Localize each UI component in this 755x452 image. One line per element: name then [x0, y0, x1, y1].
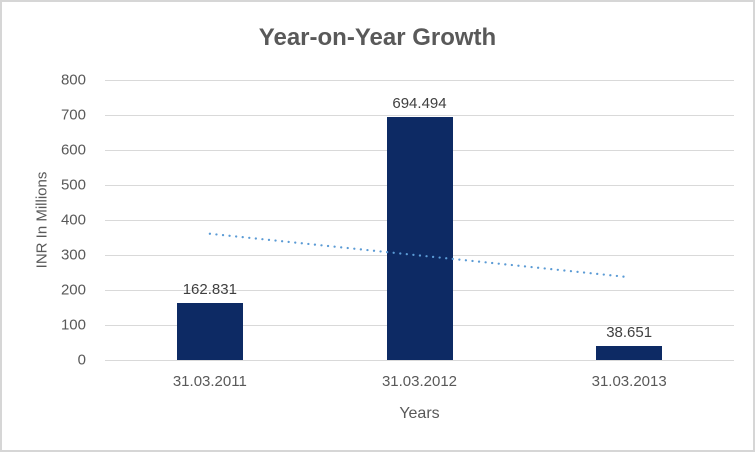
y-tick-label: 600 — [60, 141, 86, 159]
bar — [386, 116, 453, 360]
gridline — [105, 80, 734, 81]
y-tick-label: 100 — [60, 316, 86, 334]
x-tick-label: 31.03.2012 — [381, 373, 458, 390]
data-label: 38.651 — [606, 324, 653, 342]
data-label: 162.831 — [182, 281, 237, 298]
y-tick-label: 400 — [60, 211, 86, 229]
plot-area: 162.831 694.494 38.651 — [105, 80, 734, 361]
y-tick-label: 200 — [60, 281, 86, 299]
x-tick-label: 31.03.2011 — [172, 373, 247, 390]
y-tick-label: 500 — [60, 176, 86, 194]
x-axis-title: Years — [399, 405, 440, 422]
y-tick-label: 0 — [77, 351, 86, 369]
gridline — [105, 360, 734, 361]
y-tick-label: 800 — [60, 71, 86, 89]
bar — [596, 346, 663, 360]
y-tick-label: 300 — [60, 246, 86, 264]
gridline — [105, 115, 734, 116]
chart-title: Year-on-Year Growth — [258, 24, 497, 51]
x-tick-label: 31.03.2013 — [591, 373, 667, 390]
y-tick-label: 700 — [60, 106, 86, 124]
data-label: 694.494 — [392, 94, 447, 112]
bar — [176, 303, 243, 360]
